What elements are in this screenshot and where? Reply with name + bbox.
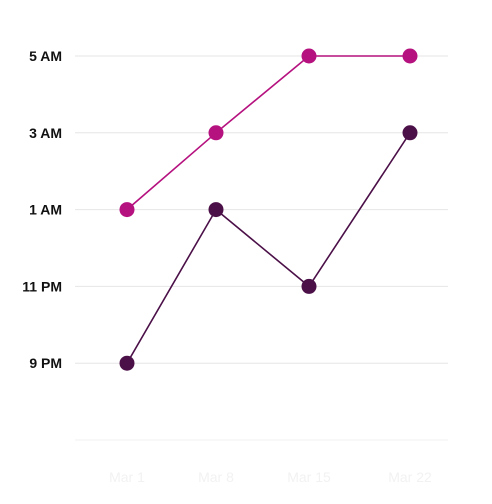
y-tick-label: 9 PM: [29, 355, 62, 371]
x-axis-ticks: Mar 1 Mar 8 Mar 15 Mar 22: [109, 469, 432, 485]
x-tick-label: Mar 8: [198, 469, 234, 485]
series-points: [119, 48, 418, 371]
y-tick-label: 1 AM: [29, 202, 62, 218]
y-tick-label: 11 PM: [22, 278, 62, 294]
x-tick-label: Mar 1: [109, 469, 145, 485]
x-tick-label: Mar 15: [287, 469, 331, 485]
data-point: [208, 125, 224, 141]
data-point: [119, 202, 135, 218]
series-lines: [126, 55, 411, 364]
data-point: [301, 48, 317, 64]
series-line: [126, 55, 410, 211]
data-point: [119, 355, 135, 371]
y-axis-ticks: 9 PM 11 PM 1 AM 3 AM 5 AM: [22, 48, 62, 371]
y-tick-label: 3 AM: [29, 125, 62, 141]
series-line: [126, 132, 411, 364]
data-point: [301, 278, 317, 294]
data-point: [402, 125, 418, 141]
grid-lines: [75, 55, 448, 441]
data-point: [402, 48, 418, 64]
x-tick-label: Mar 22: [388, 469, 432, 485]
y-tick-label: 5 AM: [29, 48, 62, 64]
data-point: [208, 202, 224, 218]
